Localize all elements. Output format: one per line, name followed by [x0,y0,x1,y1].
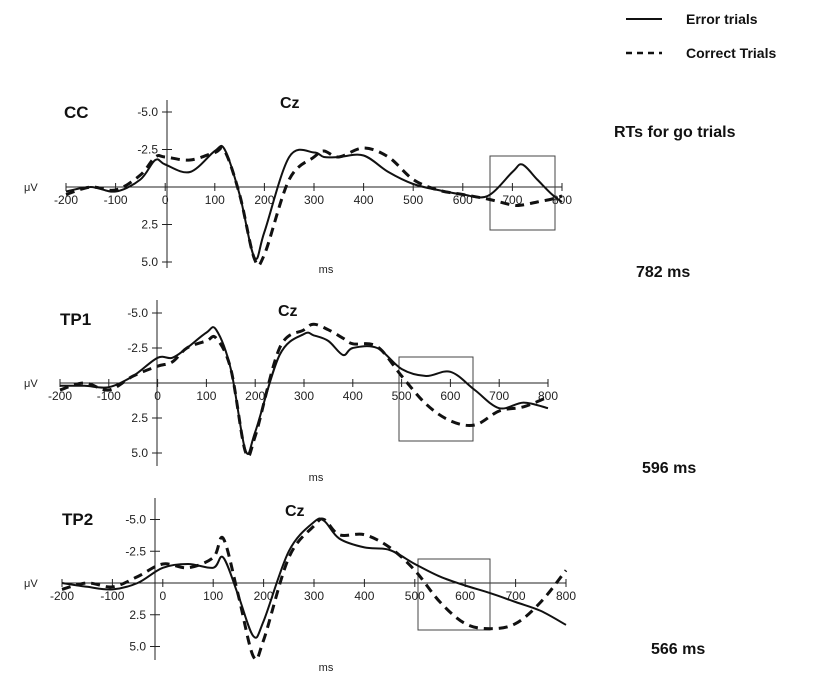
x-tick-label: 400 [343,389,363,403]
series-correct-trials [59,322,549,458]
channel-label: Cz [280,95,300,112]
legend-correct-label: Correct Trials [686,45,776,61]
x-tick-label: 700 [506,589,526,603]
channel-label: Cz [285,503,305,520]
x-tick-label: 300 [294,389,314,403]
y-tick-label: -2.5 [127,341,148,355]
x-tick-label: -100 [100,589,124,603]
x-tick-label: 800 [552,193,572,207]
x-tick-label: -200 [54,193,78,207]
y-tick-label: 5.0 [131,446,148,460]
rt-value: 782 ms [636,264,690,281]
y-tick-label: 2.5 [141,218,158,232]
x-tick-label: 0 [154,389,161,403]
x-tick-label: 400 [354,193,374,207]
y-tick-label: -5.0 [125,513,146,527]
rt-value: 566 ms [651,641,705,658]
x-tick-label: 100 [196,389,216,403]
series-error-trials [65,144,563,260]
x-tick-label: 300 [304,193,324,207]
x-axis-label: ms [309,472,324,484]
erp-panel-tp1: -200 -100 0 100 200 300 400 500 600 700 800-5.0-2.… [24,300,696,484]
x-tick-label: 500 [403,193,423,207]
y-unit-label: μV [24,182,38,194]
y-tick-label: 2.5 [131,411,148,425]
x-tick-label: -100 [104,193,128,207]
legend-error-label: Error trials [686,11,758,27]
series-correct-trials [65,146,563,267]
x-tick-label: -100 [97,389,121,403]
x-axis-label: ms [319,662,334,674]
y-tick-label: 2.5 [129,608,146,622]
y-tick-label: -5.0 [127,306,148,320]
x-tick-label: 300 [304,589,324,603]
rt-heading: RTs for go trials [614,124,736,141]
y-tick-label: -5.0 [137,105,158,119]
x-tick-label: 200 [254,589,274,603]
y-tick-label: -2.5 [137,143,158,157]
x-tick-label: 600 [440,389,460,403]
x-tick-label: 100 [203,589,223,603]
series-error-trials [59,326,549,456]
series-correct-trials [61,517,568,662]
highlight-window-box [489,155,556,231]
series-error-trials [61,517,567,639]
channel-label: Cz [278,303,298,320]
y-unit-label: μV [24,578,38,590]
x-tick-label: 600 [455,589,475,603]
x-tick-label: -200 [50,589,74,603]
x-tick-label: 0 [159,589,166,603]
x-tick-label: -200 [48,389,72,403]
x-tick-label: 100 [205,193,225,207]
highlight-window-box [417,558,491,631]
erp-panel-tp2: -200 -100 0 100 200 300 400 500 600 700 800 -5.0 -2.… [24,498,705,674]
x-tick-label: 0 [162,193,169,207]
y-unit-label: μV [24,378,38,390]
x-tick-label: 500 [392,389,412,403]
x-tick-label: 500 [405,589,425,603]
erp-panel-cc: -200 -100 0 100 200 300 400 500 600 700 800-5.0-2.… [24,95,690,281]
legend: Error trials Correct Trials [626,11,776,61]
x-tick-label: 800 [556,589,576,603]
panel-title: TP2 [62,510,93,529]
x-tick-label: 400 [354,589,374,603]
x-tick-label: 600 [453,193,473,207]
x-tick-label: 200 [245,389,265,403]
y-tick-label: 5.0 [141,255,158,269]
panel-title: TP1 [60,310,91,329]
rt-value: 596 ms [642,460,696,477]
y-tick-label: 5.0 [129,640,146,654]
x-tick-label: 200 [254,193,274,207]
x-axis-label: ms [319,264,334,276]
x-tick-label: 700 [489,389,509,403]
highlight-window-box [398,356,474,442]
panels: -200 -100 0 100 200 300 400 500 600 700 800 -5.0 -2.… [24,95,705,674]
panel-title: CC [64,103,89,122]
y-tick-label: -2.5 [125,544,146,558]
